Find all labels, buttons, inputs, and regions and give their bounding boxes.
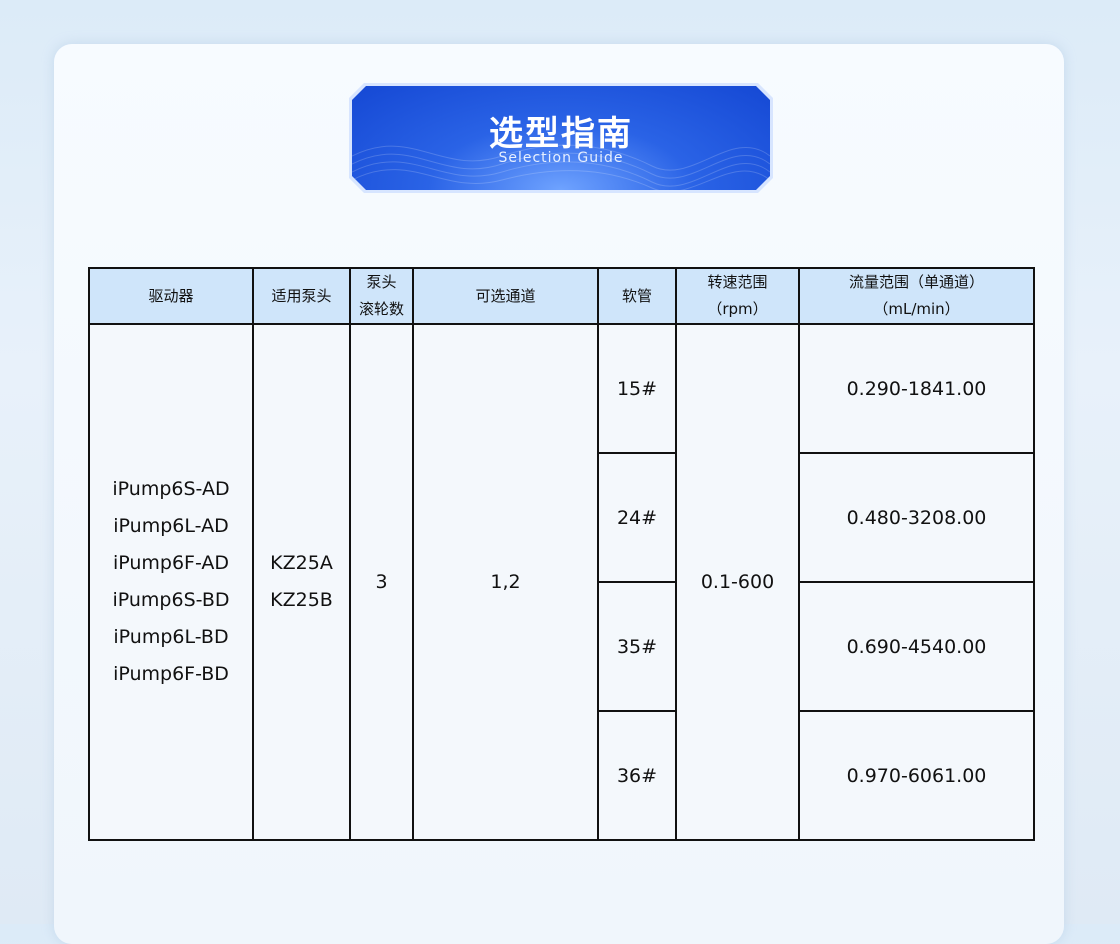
header-flow: 流量范围（单通道） （mL/min） [798,267,1035,325]
pump-head-item: KZ25B [270,589,333,611]
selection-table: 驱动器 适用泵头 泵头滚轮数 可选通道 软管 转速范围 （rpm） 流量范围（单通… [88,267,1035,841]
driver-item: iPump6F-AD [112,552,230,574]
flow-cell: 0.480-3208.00 [798,452,1035,583]
rollers-cell: 3 [349,323,414,841]
tubing-cell: 15# [597,323,677,454]
speed-cell: 0.1-600 [675,323,800,841]
table-row: 24# 0.480-3208.00 [89,452,1035,583]
header-driver: 驱动器 [88,267,254,325]
drivers-cell: iPump6S-AD iPump6L-AD iPump6F-AD iPump6S… [88,323,254,841]
header-rollers: 泵头 滚轮数 [349,267,414,325]
header-rollers-line2: 滚轮数 [358,300,404,318]
driver-item: iPump6S-BD [112,589,230,611]
flow-cell: 0.690-4540.00 [798,581,1035,712]
header-flow-line1: 流量范围（单通道） [848,273,984,291]
header-speed-line2: （rpm） [707,300,768,318]
driver-item: iPump6F-BD [113,663,229,685]
header-speed: 转速范围 （rpm） [675,267,800,325]
channels-cell: 1,2 [412,323,599,841]
tubing-cell: 36# [597,710,677,841]
wave-pattern-icon [352,86,770,190]
header-speed-line1: 转速范围 [707,273,768,291]
banner-title: 选型指南 [489,114,633,154]
flow-cell: 0.290-1841.00 [798,323,1035,454]
pump-heads-cell: KZ25A KZ25B [252,323,351,841]
header-channels: 可选通道 [412,267,599,325]
table-header-row: 驱动器 适用泵头 泵头滚轮数 可选通道 软管 转速范围 （rpm） 流量范围（单通… [88,267,1035,325]
driver-item: iPump6S-AD [112,478,230,500]
pump-head-item: KZ25A [270,552,333,574]
banner-subtitle: Selection Guide [498,150,624,166]
table-row: 36# 0.970-6061.00 [89,710,1035,841]
flow-cell: 0.970-6061.00 [798,710,1035,841]
driver-item: iPump6L-BD [113,626,229,648]
header-pump-head: 适用泵头 [252,267,351,325]
table-row: iPump6S-AD iPump6L-AD iPump6F-AD iPump6S… [88,323,1035,841]
table-row: 35# 0.690-4540.00 [89,581,1035,712]
driver-item: iPump6L-AD [113,515,229,537]
tubing-cell: 35# [597,581,677,712]
header-rollers-line1: 泵头 [366,273,397,291]
header-flow-line2: （mL/min） [873,300,960,318]
selection-guide-banner: 选型指南 Selection Guide [352,86,770,190]
tubing-cell: 24# [597,452,677,583]
header-tubing: 软管 [597,267,677,325]
